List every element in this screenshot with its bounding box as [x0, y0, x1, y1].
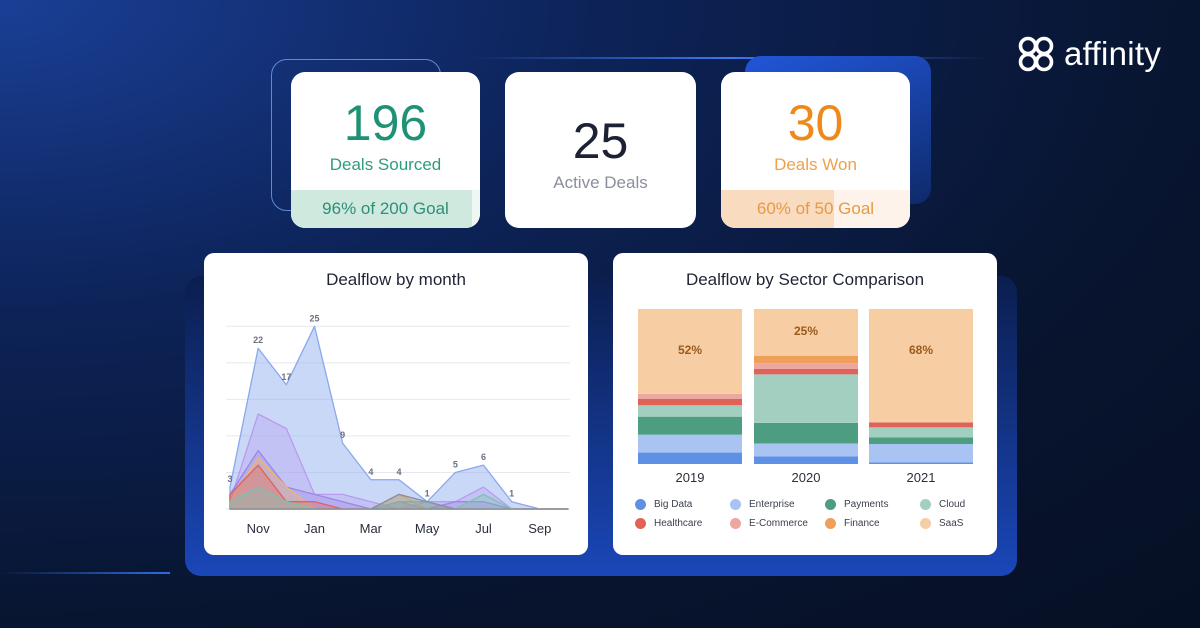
- legend-swatch: [730, 499, 741, 510]
- legend-item[interactable]: Cloud: [920, 499, 990, 510]
- kpi-card-deals-won[interactable]: 30 Deals Won 60% of 50 Goal: [721, 72, 910, 228]
- legend-item[interactable]: E-Commerce: [730, 518, 825, 529]
- bar-segment-e-commerce[interactable]: [638, 393, 742, 399]
- bar-segment-cloud[interactable]: [869, 427, 973, 438]
- decor-line-bottom-left: [0, 572, 170, 574]
- data-label: 52%: [678, 343, 702, 357]
- legend-item[interactable]: Healthcare: [635, 518, 730, 529]
- legend-swatch: [635, 518, 646, 529]
- four-petal-logo-icon: [1018, 36, 1054, 72]
- data-label: 9: [340, 430, 345, 440]
- legend-label: Big Data: [654, 499, 693, 510]
- brand-logo[interactable]: affinity: [1016, 34, 1161, 74]
- goal-progress-fill: [721, 190, 835, 228]
- data-label: 3: [227, 474, 232, 484]
- bar-segment-big-data[interactable]: [638, 452, 742, 464]
- legend-item[interactable]: SaaS: [920, 518, 990, 529]
- legend-label: Finance: [844, 518, 880, 529]
- x-tick-label: Jul: [475, 521, 492, 536]
- x-tick-label: Sep: [528, 521, 551, 536]
- goal-progress-bar: 60% of 50 Goal: [721, 190, 910, 228]
- data-label: 17: [281, 372, 291, 382]
- stacked-bar-chart: 52% 2019 25% 2020 68% 2021: [638, 309, 973, 485]
- kpi-value: 25: [572, 113, 629, 169]
- bar-segment-healthcare[interactable]: [754, 368, 858, 375]
- legend-swatch: [730, 518, 741, 529]
- x-tick-label: Mar: [360, 521, 383, 536]
- x-tick-label: Nov: [247, 521, 271, 536]
- category-label: 2021: [907, 470, 936, 485]
- legend-swatch: [825, 499, 836, 510]
- bar-segment-e-commerce[interactable]: [754, 363, 858, 369]
- bar-segment-cloud[interactable]: [638, 405, 742, 417]
- bar-segment-big-data[interactable]: [754, 456, 858, 464]
- data-label: 68%: [909, 343, 933, 357]
- area-series-series-g[interactable]: [229, 493, 569, 510]
- bar-segment-big-data[interactable]: [869, 462, 973, 464]
- data-label: 5: [453, 459, 458, 469]
- kpi-value: 30: [787, 95, 844, 151]
- category-label: 2019: [676, 470, 705, 485]
- data-label: 22: [253, 335, 263, 345]
- category-label: 2020: [792, 470, 821, 485]
- legend-item[interactable]: Payments: [825, 499, 920, 510]
- bar-segment-payments[interactable]: [638, 416, 742, 435]
- legend-swatch: [920, 499, 931, 510]
- kpi-label: Deals Sourced: [329, 155, 442, 174]
- legend-label: E-Commerce: [749, 518, 808, 529]
- kpi-label: Deals Won: [774, 155, 857, 174]
- bar-segment-healthcare[interactable]: [869, 422, 973, 428]
- bar-segment-payments[interactable]: [869, 437, 973, 444]
- legend-swatch: [635, 499, 646, 510]
- bar-segment-enterprise[interactable]: [754, 443, 858, 457]
- kpi-card-deals-sourced[interactable]: 196 Deals Sourced 96% of 200 Goal: [291, 72, 480, 228]
- area-chart: 3 22 17 25 9 4 4 1 5 6 1 Nov Jan Mar May Jul Sep: [226, 313, 570, 536]
- data-label: 1: [509, 489, 514, 499]
- kpi-value: 196: [343, 95, 428, 151]
- area-series-total[interactable]: [229, 325, 569, 510]
- chart-title: Dealflow by month: [326, 270, 466, 289]
- legend-swatch: [825, 518, 836, 529]
- bar-segment-saas[interactable]: [754, 309, 858, 356]
- legend-label: Cloud: [939, 499, 966, 510]
- legend-label: Enterprise: [749, 499, 795, 510]
- goal-progress-fill: [291, 190, 473, 228]
- goal-progress-text: 60% of 50 Goal: [756, 199, 875, 218]
- legend-item[interactable]: Enterprise: [730, 499, 825, 510]
- x-tick-label: May: [415, 521, 440, 536]
- chart-card-dealflow-by-sector: Dealflow by Sector Comparison 52% 2019 25%…: [613, 253, 997, 555]
- legend-swatch: [920, 518, 931, 529]
- data-label: 25%: [794, 324, 818, 338]
- legend-label: SaaS: [939, 518, 964, 529]
- x-tick-label: Jan: [304, 521, 325, 536]
- data-label: 25: [309, 313, 319, 323]
- chart-legend: Big Data Enterprise Payments Cloud Healthcar…: [635, 499, 985, 529]
- bar-segment-saas[interactable]: [869, 309, 973, 423]
- goal-progress-text: 96% of 200 Goal: [322, 199, 449, 218]
- chart-title: Dealflow by Sector Comparison: [685, 270, 925, 289]
- goal-progress-bar: 96% of 200 Goal: [291, 190, 480, 228]
- bar-segment-enterprise[interactable]: [638, 434, 742, 453]
- bar-segment-enterprise[interactable]: [869, 444, 973, 463]
- legend-item[interactable]: Big Data: [635, 499, 730, 510]
- kpi-card-active-deals[interactable]: 25 Active Deals: [505, 72, 696, 228]
- bar-segment-healthcare[interactable]: [638, 398, 742, 406]
- bar-segment-payments[interactable]: [754, 422, 858, 444]
- bar-segment-finance[interactable]: [754, 355, 858, 364]
- bar-segment-cloud[interactable]: [754, 374, 858, 423]
- data-label: 6: [481, 452, 486, 462]
- data-label: 1: [425, 489, 430, 499]
- data-label: 4: [396, 467, 401, 477]
- decor-line-top: [470, 57, 990, 59]
- legend-item[interactable]: Finance: [825, 518, 920, 529]
- brand-name: affinity: [1064, 35, 1162, 72]
- data-label: 4: [368, 467, 373, 477]
- legend-label: Healthcare: [654, 518, 703, 529]
- kpi-label: Active Deals: [553, 173, 648, 192]
- legend-label: Payments: [844, 499, 889, 510]
- chart-card-dealflow-by-month: Dealflow by month 3 22 17 25 9 4 4 1 5 6 1 Nov Jan Ma…: [204, 253, 588, 555]
- bar-segment-saas[interactable]: [638, 309, 742, 394]
